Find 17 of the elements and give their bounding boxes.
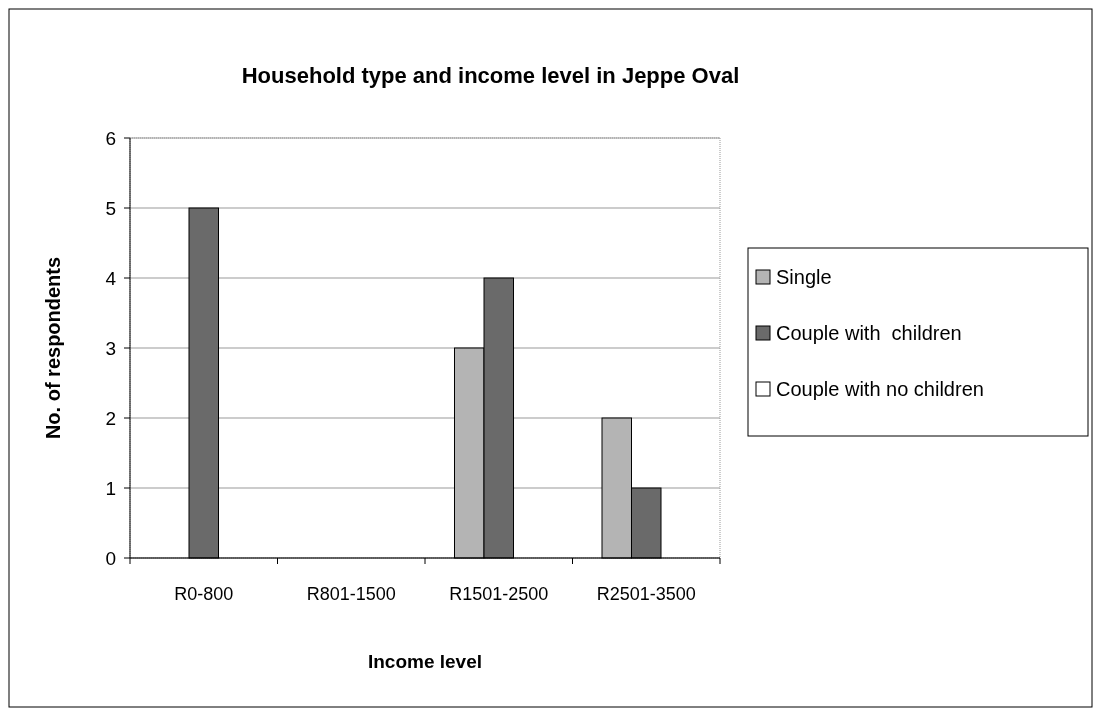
y-tick-label: 1: [105, 477, 116, 499]
y-tick-label: 3: [105, 337, 116, 359]
chart-title: Household type and income level in Jeppe Oval: [241, 63, 740, 88]
x-tick-label: R0-800: [174, 584, 234, 604]
x-axis-title: Income level: [367, 651, 483, 672]
legend-label: Couple with no children: [776, 378, 984, 400]
y-tick-label: 2: [105, 407, 116, 429]
x-tick-label: R2501-3500: [596, 584, 696, 604]
y-tick-label: 6: [105, 127, 116, 149]
y-tick-label: 4: [105, 267, 117, 289]
y-tick-label: 5: [105, 197, 116, 219]
y-tick-label: 0: [105, 547, 116, 569]
legend-label: Single: [776, 266, 832, 288]
legend-label: Couple with children: [776, 322, 962, 344]
x-tick-label: R1501-2500: [449, 584, 549, 604]
y-axis-title: No. of respondents: [42, 256, 64, 440]
x-tick-label: R801-1500: [306, 584, 396, 604]
